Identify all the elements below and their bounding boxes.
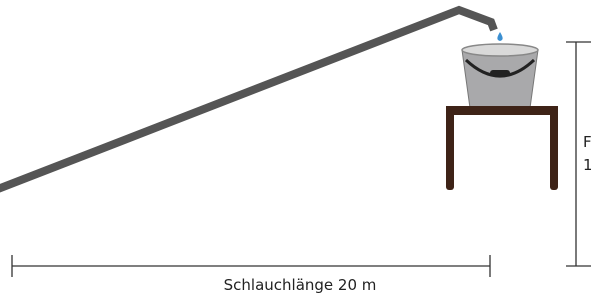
height-label: 1: [583, 156, 591, 174]
water-drop: [497, 32, 502, 41]
height-label: F: [583, 133, 591, 151]
bucket: [462, 44, 538, 108]
diagram: Schlauchlänge 20 m F 1: [0, 0, 591, 302]
length-dimension: [12, 255, 490, 277]
length-label: Schlauchlänge 20 m: [224, 276, 377, 294]
table: [446, 106, 558, 190]
hose: [0, 10, 494, 189]
height-dimension: [566, 42, 591, 266]
